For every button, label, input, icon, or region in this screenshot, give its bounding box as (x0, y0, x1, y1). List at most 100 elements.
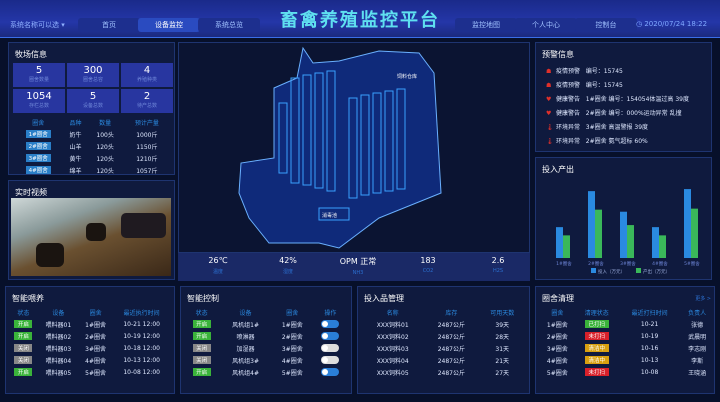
table-cell: 10-19 (618, 330, 681, 342)
map-label-disinfection: 消毒池 (322, 212, 337, 219)
farm-map-panel: 消毒池 饲料仓库 (178, 42, 530, 253)
alert-item[interactable]: ☗ 疫情预警 编号：15745 (546, 80, 623, 89)
nav-device-monitor[interactable]: 设备监控 (138, 18, 200, 32)
table-cell: 10-08 12:00 (112, 366, 171, 378)
column-header: 预计产量 (134, 120, 159, 127)
cell-text: 1#圈舍 (546, 321, 568, 329)
table-cell: XXX饲料05 (361, 366, 424, 378)
video-feed[interactable] (11, 198, 171, 276)
inputs-panel: 投入品管理 名称 库存 可用天数 XXX饲料01 2487公斤 39天 XXX饲料02 248… (357, 286, 530, 394)
control-panel: 智能控制 状态 设备 圈舍 操作 开启 风机组1# 1#圈舍 开启 喷淋器 2#圈舍 关闭 加湿器 3#… (180, 286, 352, 394)
cleaning-panel: 圈舍清理 更多 > 圈舍 清理状态 最近打扫时间 负责人 1#圈舍 已打扫 10-21 张德 2… (535, 286, 715, 394)
farm-map[interactable]: 消毒池 饲料仓库 (179, 43, 531, 254)
stat-value: 4 (143, 65, 151, 76)
device-toggle[interactable] (321, 332, 340, 340)
epidemic-icon: ☗ (546, 82, 552, 89)
barn (290, 77, 300, 184)
table-cell: 喂料器03 (38, 342, 79, 354)
clean-status-badge: 清洁中 (584, 344, 609, 352)
clean-status-badge: 未打扫 (584, 332, 609, 340)
env-value: 42% (279, 256, 297, 265)
table-cell: 喂料器05 (38, 366, 79, 378)
device-toggle[interactable] (321, 356, 340, 364)
table-row: 开启 喷淋器 2#圈舍 (184, 330, 348, 342)
nav-system-overview[interactable]: 系统总览 (198, 18, 260, 32)
table-cell: 2487公斤 (424, 330, 478, 342)
cell-text: 3#圈舍 (85, 345, 107, 353)
header: 系统名称可以选 ▾ 首页 设备监控 系统总览 畜禽养殖监控平台 监控地图 个人中… (0, 0, 720, 38)
map-label-warehouse: 饲料仓库 (397, 73, 417, 80)
cell-text: 王晓涵 (688, 369, 707, 377)
more-link[interactable]: 更多 > (695, 296, 711, 302)
table-row: 开启 喂料器02 2#圈舍 10-19 12:00 (9, 330, 171, 342)
alert-item[interactable]: 🌡 环境异常 3#圈舍 高温警报 39度 (546, 122, 648, 131)
table-row: 3#圈舍 清洁中 10-16 李志刚 (539, 342, 713, 354)
cell-text: 120头 (96, 143, 114, 151)
stat-value: 300 (83, 65, 103, 76)
env-reading: OPM 正常 NH3 (328, 256, 388, 276)
cell-text: 山羊 (69, 143, 82, 151)
table-row: XXX饲料04 2487公斤 21天 (361, 354, 526, 366)
table-cell: 31天 (478, 342, 526, 354)
alert-type: 健康警告 (556, 96, 581, 103)
table-cell: 10-19 12:00 (112, 330, 171, 342)
table-cell: 5#圈舍 (79, 366, 112, 378)
column-header: 圈舍 (551, 310, 564, 317)
alert-item[interactable]: ♥ 健康警告 1#圈舍 编号：154054体温过高 39度 (546, 94, 689, 103)
stat-value: 5 (89, 91, 97, 102)
stat-card: 300 圈舍总容 (67, 63, 119, 87)
cell-text: 1150斤 (136, 143, 158, 151)
pen-tag[interactable]: 1#圈舍 (25, 130, 51, 138)
farm-outline (238, 46, 442, 249)
table-cell: 未打扫 (576, 330, 618, 342)
table-cell: 开启 (9, 366, 38, 378)
cell-text: 10-08 12:00 (123, 368, 160, 376)
stat-label: 养殖种类 (136, 77, 157, 83)
pen-tag[interactable]: 4#圈舍 (25, 166, 51, 174)
column-header: 最近执行时间 (123, 310, 160, 317)
cell-text: 10-19 (640, 332, 659, 340)
bar-input (684, 189, 691, 258)
clean-status-badge: 已打扫 (584, 320, 609, 328)
pen-tag[interactable]: 3#圈舍 (25, 154, 51, 162)
cell-text: 5#圈舍 (85, 369, 107, 377)
alert-item[interactable]: ♥ 健康警告 2#圈舍 编号：000%运动异常 乱撞 (546, 108, 682, 117)
table-cell: 2487公斤 (424, 318, 478, 330)
cell-text: 李志刚 (688, 345, 707, 353)
env-label: 温度 (212, 269, 223, 275)
nav-monitor-map[interactable]: 监控地图 (455, 18, 517, 32)
pen-tag[interactable]: 2#圈舍 (25, 142, 51, 150)
alert-item[interactable]: ☗ 疫情预警 编号：15745 (546, 66, 623, 75)
legend-swatch (636, 268, 641, 273)
status-badge: 开启 (14, 332, 33, 340)
table-cell: 1#圈舍 (13, 128, 63, 140)
clean-status-badge: 清洁中 (584, 356, 609, 364)
cell-text: 5#圈舍 (281, 369, 303, 377)
cell-text: 10-21 12:00 (123, 320, 160, 328)
device-toggle[interactable] (321, 320, 340, 328)
table-cell: 5#圈舍 (539, 366, 576, 378)
cell-text: 武晨明 (688, 333, 707, 341)
table-cell: 已打扫 (576, 318, 618, 330)
table-cell: 李志刚 (681, 342, 713, 354)
table-cell: 张德 (681, 318, 713, 330)
nav-personal-center[interactable]: 个人中心 (515, 18, 577, 32)
device-toggle[interactable] (321, 344, 340, 352)
system-select[interactable]: 系统名称可以选 ▾ (10, 21, 65, 29)
alert-item[interactable]: 🌡 环境异常 2#圈舍 氨气超标 60% (546, 136, 648, 145)
bar-output (627, 225, 634, 258)
table-cell (313, 366, 348, 378)
status-badge: 关闭 (14, 356, 33, 364)
cell-text: XXX饲料02 (376, 333, 409, 341)
table-cell: 风机组4# (219, 366, 272, 378)
column-header: 库存 (445, 310, 458, 317)
device-toggle[interactable] (321, 368, 340, 376)
table-cell: 开启 (9, 318, 38, 330)
table-cell: 黄牛 (63, 152, 87, 164)
nav-console[interactable]: 控制台 (575, 18, 637, 32)
alerts-panel: 预警信息 ☗ 疫情预警 编号：15745 ☗ 疫情预警 编号：15745 ♥ 健康警告 1… (535, 42, 712, 152)
nav-home[interactable]: 首页 (78, 18, 140, 32)
cell-text: 10-13 12:00 (123, 356, 160, 364)
clean-status-badge: 未打扫 (584, 368, 609, 376)
alert-text: 2#圈舍 氨气超标 60% (585, 138, 648, 145)
